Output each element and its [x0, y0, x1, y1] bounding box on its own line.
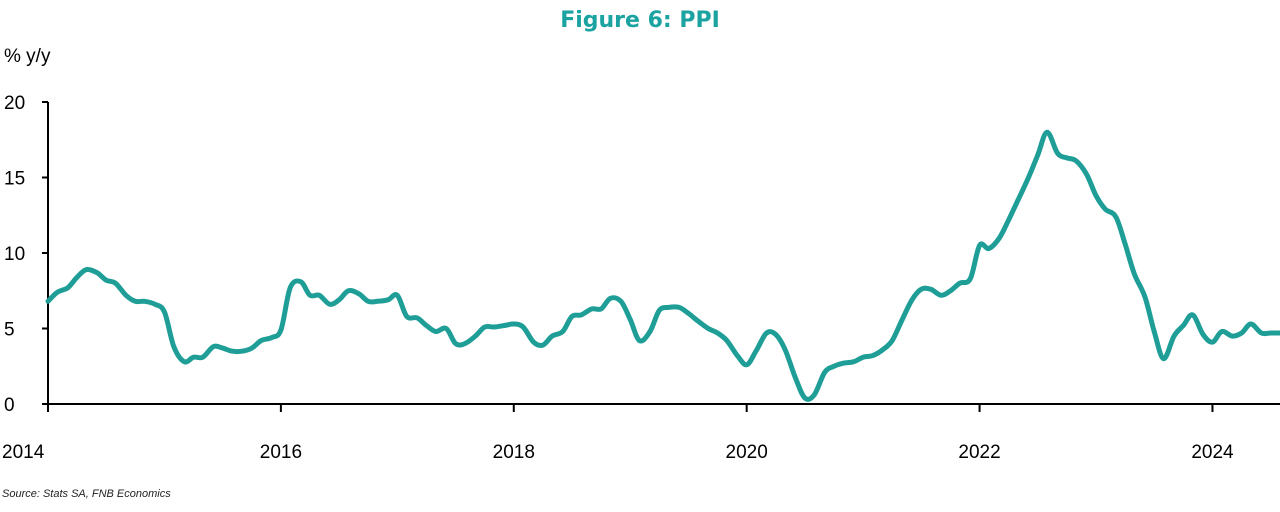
x-tick-label: 2018 — [493, 442, 535, 463]
y-ticks: 0 5 10 15 20 — [4, 93, 48, 416]
x-tick-label: 2014 — [2, 442, 45, 463]
y-axis-label: % y/y — [4, 46, 51, 67]
x-tick-label: 2024 — [1191, 442, 1234, 463]
y-tick-label: 20 — [4, 93, 25, 114]
source-note: Source: Stats SA, FNB Economics — [2, 488, 171, 500]
ppi-series-line — [45, 129, 1280, 402]
x-tick-label: 2022 — [958, 442, 1000, 463]
y-tick-label: 5 — [4, 320, 15, 341]
x-tick-label: 2016 — [260, 442, 302, 463]
y-tick-label: 0 — [4, 395, 15, 416]
axes — [47, 102, 1280, 405]
y-tick-label: 15 — [4, 169, 25, 190]
x-tick-label: 2020 — [726, 442, 768, 463]
x-ticks: 2014 2016 2018 2020 2022 2024 — [2, 404, 1234, 463]
y-tick-label: 10 — [4, 244, 25, 265]
chart-title: Figure 6: PPI — [560, 8, 720, 33]
